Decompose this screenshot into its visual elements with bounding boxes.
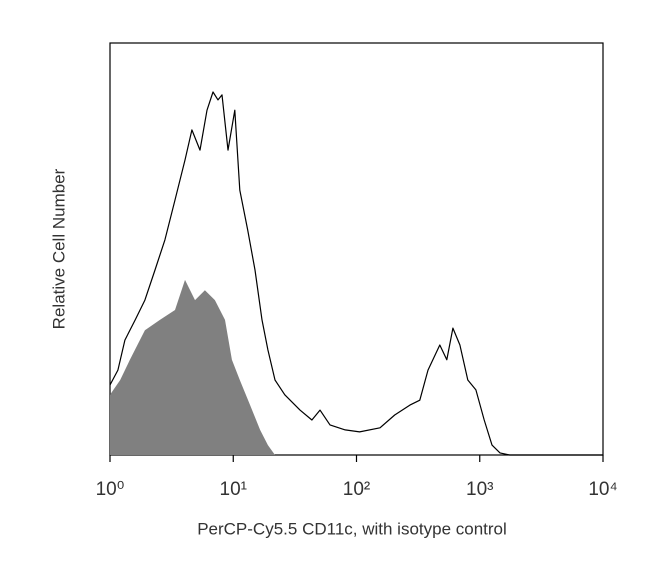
x-tick-label: 10³ bbox=[466, 479, 493, 500]
x-tick-label: 10⁴ bbox=[588, 479, 617, 500]
x-tick-label: 10⁰ bbox=[96, 479, 125, 500]
x-axis-label: PerCP-Cy5.5 CD11c, with isotype control bbox=[197, 519, 507, 538]
x-tick-label: 10¹ bbox=[220, 479, 247, 500]
filled-histogram bbox=[110, 279, 275, 455]
histogram-line bbox=[109, 91, 603, 456]
y-axis-label: Relative Cell Number bbox=[49, 168, 68, 329]
x-tick-label: 10² bbox=[343, 479, 370, 500]
